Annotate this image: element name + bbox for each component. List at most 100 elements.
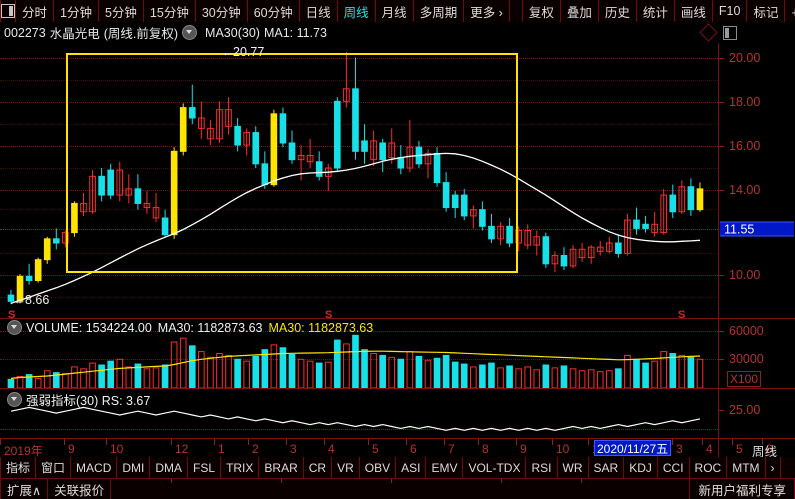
date-tick xyxy=(552,439,553,445)
date-axis: 2019年91012123456789101134562020/11/27五 周… xyxy=(0,438,795,459)
stock-code: 002273 xyxy=(4,25,46,40)
date-label: 4 xyxy=(328,442,335,456)
toolbar-item-1[interactable]: 1分钟 xyxy=(54,0,99,22)
toolbar-item-9[interactable]: 多周期 xyxy=(414,0,465,22)
date-tick xyxy=(368,439,369,445)
template-button[interactable]: 模板 xyxy=(791,457,795,478)
indicator-menu-指标[interactable]: 指标 xyxy=(0,457,37,478)
expand-button[interactable]: 扩展∧ xyxy=(0,479,49,499)
window-icon[interactable] xyxy=(723,25,737,40)
date-tick xyxy=(762,439,763,445)
price-plot-area[interactable]: ←20.77 ←8.66 S S S xyxy=(0,43,718,318)
indicator-button-CCI[interactable]: CCI xyxy=(658,457,690,478)
date-label: 5 xyxy=(736,442,743,456)
rs-plot-area[interactable] xyxy=(0,389,718,439)
toolbar-action-叠加[interactable]: 叠加 xyxy=(561,0,599,22)
volume-axis-tick xyxy=(719,359,724,361)
indicator-button-ASI[interactable]: ASI xyxy=(396,457,427,478)
indicator-button-BRAR[interactable]: BRAR xyxy=(259,457,304,478)
volume-plot-area[interactable] xyxy=(0,319,718,389)
toolbar-item-4[interactable]: 30分钟 xyxy=(196,0,248,22)
toolbar-action-画线[interactable]: 画线 xyxy=(675,0,713,22)
volume-axis-tick xyxy=(719,330,724,332)
status-bar-filler xyxy=(111,479,691,499)
price-gridline-minor xyxy=(0,209,718,211)
indicator-button-DMI[interactable]: DMI xyxy=(117,457,151,478)
date-label: 3 xyxy=(676,442,683,456)
toolbar-item-5[interactable]: 60分钟 xyxy=(248,0,300,22)
chevron-down-circle-icon[interactable] xyxy=(7,392,22,407)
chevron-down-circle-icon[interactable] xyxy=(182,25,198,40)
toolbar-action-F10[interactable]: F10 xyxy=(713,0,748,22)
indicator-button-TRIX[interactable]: TRIX xyxy=(221,457,260,478)
stock-meta: (周线.前复权) xyxy=(103,27,179,41)
toolbar-action-标记[interactable]: 标记 xyxy=(747,0,786,22)
date-tick xyxy=(286,439,287,445)
indicator-button-DMA[interactable]: DMA xyxy=(150,457,189,478)
indicator-more-button[interactable]: › xyxy=(766,457,781,478)
price-axis-tick xyxy=(719,102,724,104)
indicator-button-ROC[interactable]: ROC xyxy=(690,457,728,478)
stock-info-line: 002273 水晶光电 (周线.前复权) MA30(30) MA1: 11.73 xyxy=(0,22,795,44)
toolbar-spacer xyxy=(510,0,522,22)
status-bar-tick xyxy=(581,479,583,483)
toolbar-item-6[interactable]: 日线 xyxy=(300,0,338,22)
toolbar-item-3[interactable]: 15分钟 xyxy=(144,0,196,22)
volume-value: VOLUME: 1534224.00 xyxy=(26,320,152,335)
indicator-button-SAR[interactable]: SAR xyxy=(589,457,625,478)
diamond-icon[interactable] xyxy=(699,23,718,42)
promo-label[interactable]: 新用户福利专享 xyxy=(690,479,795,499)
toolbar-item-7[interactable]: 周线 xyxy=(338,0,376,22)
date-tick xyxy=(106,439,107,445)
date-tick xyxy=(588,439,589,445)
indicator-button-FSL[interactable]: FSL xyxy=(188,457,222,478)
indicator-button-VOL-TDX[interactable]: VOL-TDX xyxy=(463,457,527,478)
toolbar-item-10[interactable]: 更多 › xyxy=(464,0,510,22)
indicator-button-EMV[interactable]: EMV xyxy=(426,457,464,478)
date-tick xyxy=(0,439,1,445)
volume-chart-panel[interactable]: VOLUME: 1534224.00 MA30: 1182873.63 MA30… xyxy=(0,318,795,389)
indicator-button-KDJ[interactable]: KDJ xyxy=(624,457,658,478)
indicator-button-OBV[interactable]: OBV xyxy=(360,457,397,478)
sell-signal-marker: S xyxy=(325,309,333,318)
price-gridline xyxy=(0,146,718,148)
indicator-button-RSI[interactable]: RSI xyxy=(526,457,558,478)
price-axis-tick xyxy=(719,58,724,60)
sell-signal-marker: S xyxy=(8,309,16,318)
app-logo-icon[interactable] xyxy=(0,0,16,22)
current-price-line xyxy=(0,228,718,230)
indicator-menu-窗口[interactable]: 窗口 xyxy=(36,457,72,478)
price-chart-panel[interactable]: ←20.77 ←8.66 S S S 20.00 18.00 16.00 14.00 10.00… xyxy=(0,43,795,318)
toolbar-item-8[interactable]: 月线 xyxy=(376,0,414,22)
price-axis-label: 10.00 xyxy=(729,268,761,283)
linked-quote-button[interactable]: 关联报价 xyxy=(48,479,112,499)
indicator-button-WR[interactable]: WR xyxy=(558,457,589,478)
sell-signal-marker: S xyxy=(678,309,686,318)
date-label: 4 xyxy=(706,442,713,456)
date-tick xyxy=(672,439,673,445)
indicator-toolbar: 指标 窗口 MACD DMI DMA FSL TRIX BRAR CR VR OBV ASI EMV VO… xyxy=(0,457,795,479)
ma-value: MA1: 11.73 xyxy=(263,25,327,40)
toolbar-action-复权[interactable]: 复权 xyxy=(521,0,561,22)
crosshair-date-badge: 2020/11/27五 xyxy=(594,440,672,456)
indicator-button-MACD[interactable]: MACD xyxy=(71,457,118,478)
toolbar-action-+自选[interactable]: +自选 xyxy=(785,0,795,22)
date-label: 2 xyxy=(252,442,259,456)
top-toolbar: 分时 1分钟 5分钟 15分钟 30分钟 60分钟 日线 周线 月线 多周期 更多 › 复权 叠加 历史… xyxy=(0,0,795,23)
indicator-button-MTM[interactable]: MTM xyxy=(727,457,766,478)
toolbar-action-历史[interactable]: 历史 xyxy=(599,0,637,22)
rs-axis-tick xyxy=(719,409,724,411)
stock-name: 水晶光电 xyxy=(49,27,100,41)
rs-axis-label: 25.00 xyxy=(729,402,761,417)
chevron-down-circle-icon[interactable] xyxy=(7,320,22,335)
indicator-button-VR[interactable]: VR xyxy=(332,457,360,478)
toolbar-action-统计[interactable]: 统计 xyxy=(637,0,675,22)
toolbar-item-0[interactable]: 分时 xyxy=(16,0,55,22)
indicator-button-CR[interactable]: CR xyxy=(304,457,333,478)
date-label: 9 xyxy=(68,442,75,456)
rs-indicator-panel[interactable]: 强弱指标(30) RS: 3.67 25.00 xyxy=(0,388,795,439)
price-axis-label: 16.00 xyxy=(729,139,761,154)
date-tick xyxy=(406,439,407,445)
rs-axis: 25.00 xyxy=(718,389,795,439)
toolbar-item-2[interactable]: 5分钟 xyxy=(99,0,144,22)
